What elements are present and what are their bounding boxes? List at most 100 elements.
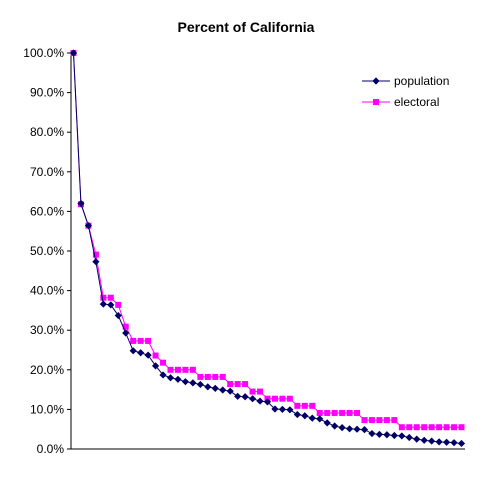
data-point-population (345, 425, 354, 433)
data-point-electoral (398, 424, 405, 431)
data-point-population (181, 378, 190, 386)
series-line-population (73, 52, 462, 444)
data-point-population (248, 395, 257, 403)
data-point-population (226, 387, 234, 395)
data-point-electoral (145, 337, 152, 344)
data-point-electoral (167, 366, 174, 373)
data-point-electoral (451, 424, 458, 431)
legend-entry-population: population (362, 74, 449, 88)
y-tick-label: 90.0% (30, 86, 64, 100)
data-point-population (234, 392, 242, 400)
data-point-electoral (257, 388, 264, 395)
data-point-population (271, 405, 279, 413)
data-point-electoral (376, 417, 383, 424)
data-point-population (122, 329, 130, 337)
data-point-population (316, 415, 324, 423)
y-tick-label: 60.0% (30, 204, 64, 218)
data-point-electoral (107, 294, 114, 301)
legend-label: electoral (394, 95, 439, 109)
data-point-electoral (339, 409, 346, 416)
data-point-electoral (130, 337, 137, 344)
data-point-electoral (421, 424, 428, 431)
data-point-electoral (197, 373, 204, 380)
data-point-electoral (279, 395, 286, 402)
y-tick-label: 70.0% (30, 165, 64, 179)
data-point-electoral (391, 417, 398, 424)
data-point-electoral (271, 395, 278, 402)
data-point-population (420, 436, 428, 444)
data-point-population (390, 431, 398, 440)
data-point-population (375, 430, 384, 438)
data-point-population (442, 438, 451, 446)
axes: 0.0% 10.0% 20.0% 30.0% 40.0% 50.0% 60.0% 70.0% 8… (23, 46, 465, 456)
data-point-electoral (294, 402, 301, 409)
data-point-population (129, 347, 137, 355)
data-point-population (256, 397, 264, 405)
y-tick-label: 20.0% (30, 363, 64, 377)
series-electoral (70, 50, 465, 431)
legend-marker (372, 77, 380, 85)
data-point-population (92, 258, 100, 266)
data-point-population (338, 424, 346, 432)
y-tick-label: 50.0% (30, 244, 64, 258)
data-point-electoral (152, 352, 159, 359)
data-point-electoral (354, 409, 361, 416)
data-point-population (114, 311, 122, 320)
data-point-electoral (443, 424, 450, 431)
data-point-electoral (309, 402, 316, 409)
data-point-population (383, 431, 391, 439)
data-point-population (398, 432, 406, 440)
data-point-population (204, 383, 212, 391)
legend-entry-electoral: electoral (362, 95, 439, 109)
data-point-electoral (137, 337, 144, 344)
series-population (69, 49, 466, 448)
data-point-electoral (160, 359, 167, 366)
data-point-population (159, 371, 167, 379)
data-point-electoral (383, 417, 390, 424)
data-point-population (69, 49, 78, 57)
data-point-electoral (212, 373, 219, 380)
data-point-population (428, 437, 436, 445)
legend-marker (373, 99, 379, 105)
y-tick-label: 100.0% (23, 46, 64, 60)
data-point-electoral (174, 366, 181, 373)
data-point-electoral (316, 409, 323, 416)
data-point-population (99, 300, 107, 308)
data-point-population (308, 414, 316, 422)
data-point-electoral (286, 395, 293, 402)
data-point-electoral (346, 409, 353, 416)
data-point-population (353, 425, 361, 433)
data-point-electoral (182, 366, 189, 373)
data-point-population (413, 435, 421, 443)
data-point-population (263, 398, 272, 406)
y-tick-label: 0.0% (37, 442, 65, 456)
data-point-electoral (368, 417, 375, 424)
data-point-electoral (436, 424, 443, 431)
data-point-population (435, 438, 443, 446)
data-point-electoral (413, 424, 420, 431)
legend-label: population (394, 74, 449, 88)
data-point-population (196, 380, 204, 389)
series-layer (69, 49, 466, 448)
data-point-population (77, 199, 85, 208)
data-point-electoral (242, 381, 249, 388)
data-point-electoral (204, 373, 211, 380)
data-point-population (405, 433, 413, 442)
data-point-population (219, 386, 227, 394)
data-point-electoral (115, 301, 122, 308)
data-point-population (286, 406, 294, 414)
y-tick-label: 30.0% (30, 323, 64, 337)
y-tick-label: 40.0% (30, 284, 64, 298)
data-point-population (166, 374, 175, 382)
data-point-electoral (301, 402, 308, 409)
data-point-electoral (234, 381, 241, 388)
y-tick-label: 10.0% (30, 402, 64, 416)
data-point-electoral (428, 424, 435, 431)
data-point-population (189, 379, 197, 387)
data-point-population (84, 222, 93, 230)
data-point-population (323, 419, 331, 427)
data-point-population (241, 393, 249, 401)
data-point-electoral (458, 424, 465, 431)
